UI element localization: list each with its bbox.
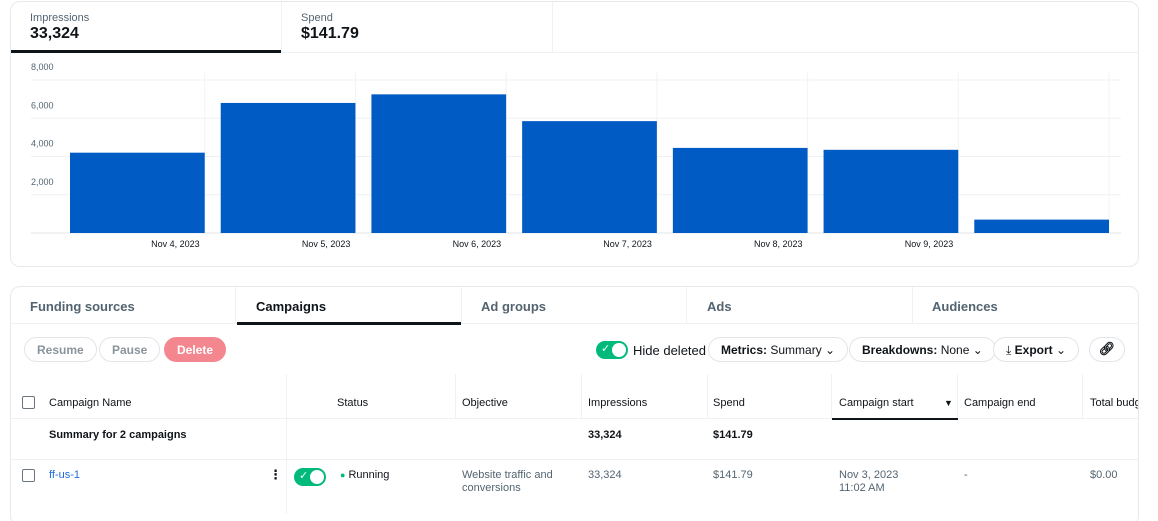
- bar-nov-6-2023: [522, 121, 657, 233]
- objective-line-1: Website traffic and: [462, 469, 553, 481]
- column-divider: [831, 374, 832, 418]
- y-tick-label: 6,000: [31, 100, 54, 110]
- campaign-status-toggle[interactable]: ✓: [294, 468, 326, 486]
- summary-spend: $141.79: [713, 429, 753, 441]
- column-header-status[interactable]: Status: [337, 397, 369, 409]
- row-checkbox[interactable]: [22, 469, 35, 482]
- bar-nov-4-2023: [220, 102, 356, 233]
- export-label: Export: [1014, 343, 1053, 357]
- status-badge: ● Running: [340, 469, 389, 481]
- select-all-checkbox[interactable]: [22, 396, 35, 409]
- y-tick-label: 8,000: [31, 62, 54, 72]
- x-tick-label: Nov 9, 2023: [905, 239, 954, 249]
- campaigns-table-card: Funding sources Campaigns Ad groups Ads …: [10, 286, 1139, 521]
- entity-tabs: Funding sources Campaigns Ad groups Ads …: [11, 287, 1138, 325]
- x-tick-label: Nov 6, 2023: [453, 239, 502, 249]
- hide-deleted-toggle[interactable]: ✓: [596, 341, 628, 359]
- impressions-bar-chart: 2,000 4,000 6,000 8,000 Nov 4, 2023 Nov 5, 20…: [31, 62, 1121, 249]
- x-tick-label: Nov 4, 2023: [151, 239, 200, 249]
- row-end-date: -: [964, 469, 968, 481]
- sort-desc-icon[interactable]: ▼: [944, 398, 953, 408]
- x-tick-label: Nov 8, 2023: [754, 239, 803, 249]
- frozen-column-divider: [286, 374, 287, 514]
- chevron-down-icon: ⌄: [972, 343, 983, 357]
- row-budget: $0.00: [1090, 469, 1118, 481]
- metric-tabs: Impressions 33,324 Spend $141.79: [11, 2, 1138, 53]
- column-header-campaign-start[interactable]: Campaign start: [839, 397, 914, 409]
- column-divider: [581, 374, 582, 418]
- copy-link-button[interactable]: 🔗︎: [1089, 337, 1125, 362]
- breakdowns-dropdown-label: Breakdowns:: [862, 343, 938, 357]
- status-dot-icon: ●: [340, 470, 346, 480]
- download-icon: ⤓: [1006, 343, 1012, 357]
- summary-divider: [11, 459, 1138, 460]
- link-icon: 🔗︎: [1098, 341, 1116, 356]
- performance-chart-card: Impressions 33,324 Spend $141.79 2,000 4,…: [10, 1, 1139, 267]
- summary-impressions: 33,324: [588, 429, 622, 441]
- check-icon: ✓: [299, 470, 309, 482]
- bar-nov-5-2023: [371, 94, 507, 233]
- y-tick-label: 2,000: [31, 177, 54, 187]
- bar-nov-3-2023: [70, 152, 205, 233]
- resume-button[interactable]: Resume: [24, 337, 97, 362]
- metrics-dropdown-value: Summary: [770, 343, 822, 357]
- column-header-campaign-name[interactable]: Campaign Name: [49, 397, 132, 409]
- check-icon: ✓: [601, 343, 611, 355]
- x-tick-label: Nov 5, 2023: [302, 239, 351, 249]
- tab-campaigns[interactable]: Campaigns: [237, 287, 462, 325]
- column-header-campaign-end[interactable]: Campaign end: [964, 397, 1036, 409]
- export-button[interactable]: ⤓ Export ⌄: [993, 337, 1080, 362]
- y-tick-label: 4,000: [31, 139, 54, 149]
- metrics-dropdown-label: Metrics:: [721, 343, 768, 357]
- hide-deleted-label: Hide deleted: [633, 343, 706, 358]
- metric-value: 33,324: [30, 25, 79, 42]
- metrics-dropdown[interactable]: Metrics: Summary ⌄: [708, 337, 849, 362]
- more-options-icon[interactable]: ⋮: [269, 467, 282, 482]
- header-divider: [11, 418, 1138, 419]
- row-start-date: Nov 3, 2023: [839, 469, 899, 481]
- metric-tab-impressions[interactable]: Impressions 33,324: [11, 2, 282, 53]
- tab-audiences[interactable]: Audiences: [932, 299, 998, 314]
- breakdowns-dropdown[interactable]: Breakdowns: None ⌄: [849, 337, 996, 362]
- sorted-column-indicator: [832, 418, 958, 420]
- row-spend: $141.79: [713, 469, 753, 481]
- metric-tab-spend[interactable]: Spend $141.79: [282, 2, 553, 53]
- column-divider: [1082, 374, 1083, 418]
- metric-label: Spend: [301, 12, 333, 24]
- objective-line-2: conversions: [462, 482, 521, 494]
- column-divider: [707, 374, 708, 418]
- campaign-name-link[interactable]: ff-us-1: [49, 469, 80, 481]
- chevron-down-icon: ⌄: [825, 343, 836, 357]
- breakdowns-dropdown-value: None: [940, 343, 970, 357]
- chevron-down-icon: ⌄: [1056, 343, 1067, 357]
- row-impressions: 33,324: [588, 469, 622, 481]
- x-tick-label: Nov 7, 2023: [603, 239, 652, 249]
- tab-ads[interactable]: Ads: [688, 287, 913, 324]
- bar-nov-7-2023: [672, 147, 808, 233]
- column-header-spend[interactable]: Spend: [713, 397, 745, 409]
- column-header-total-budget[interactable]: Total budg: [1090, 397, 1139, 409]
- column-header-objective[interactable]: Objective: [462, 397, 508, 409]
- tab-ad-groups[interactable]: Ad groups: [462, 287, 687, 324]
- column-divider: [957, 374, 958, 418]
- row-start-time: 11:02 AM: [839, 482, 885, 494]
- tab-funding-sources[interactable]: Funding sources: [11, 287, 236, 324]
- pause-button[interactable]: Pause: [99, 337, 161, 362]
- summary-label: Summary for 2 campaigns: [49, 429, 187, 441]
- bar-nov-8-2023: [823, 149, 959, 233]
- metric-label: Impressions: [30, 12, 90, 24]
- bar-nov-9-2023: [974, 219, 1109, 233]
- column-divider: [455, 374, 456, 418]
- metric-value: $141.79: [301, 25, 359, 42]
- column-header-impressions[interactable]: Impressions: [588, 397, 648, 409]
- delete-button[interactable]: Delete: [164, 337, 227, 362]
- status-text: Running: [348, 469, 390, 481]
